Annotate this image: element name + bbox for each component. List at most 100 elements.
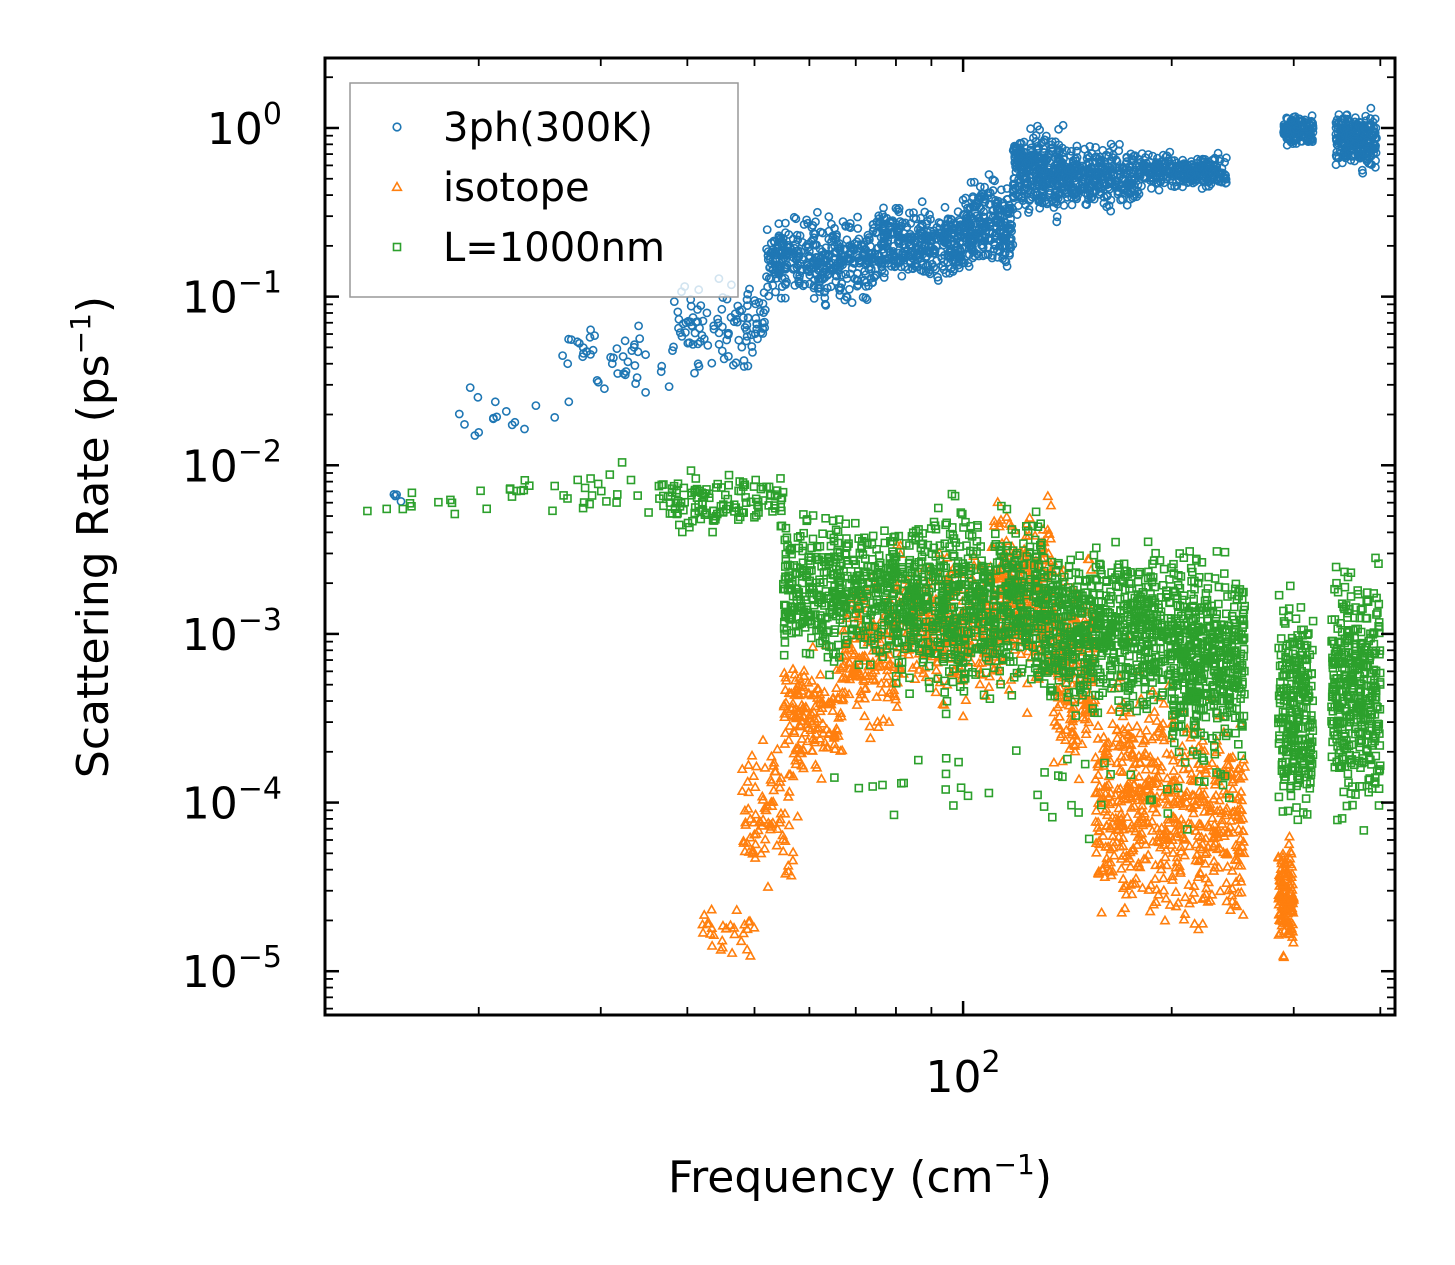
data-point	[774, 269, 784, 279]
data-point	[1126, 888, 1138, 899]
data-point	[860, 275, 869, 285]
data-point	[864, 732, 876, 743]
data-point	[974, 678, 986, 689]
data-point	[907, 235, 916, 245]
data-point	[632, 373, 642, 382]
data-point	[407, 488, 417, 498]
data-point	[814, 668, 826, 679]
data-point	[1146, 815, 1158, 826]
data-point	[737, 342, 747, 352]
data-point	[980, 231, 990, 241]
data-point	[964, 262, 974, 271]
data-point	[791, 214, 801, 224]
data-point	[718, 322, 727, 332]
data-point	[894, 203, 904, 213]
data-point	[1073, 773, 1085, 784]
data-point	[742, 325, 751, 335]
data-points	[363, 103, 1385, 962]
data-point	[755, 847, 767, 858]
data-point	[548, 506, 557, 516]
data-point	[777, 257, 787, 267]
data-point	[550, 412, 560, 422]
data-point	[1052, 217, 1062, 227]
data-point	[784, 720, 796, 730]
data-point	[779, 727, 791, 737]
data-point	[789, 212, 799, 222]
data-point	[613, 369, 623, 378]
data-point	[847, 263, 857, 273]
data-point	[572, 337, 582, 347]
data-point	[777, 282, 787, 291]
data-point	[1052, 212, 1062, 222]
data-point	[819, 287, 829, 297]
data-point	[759, 762, 771, 772]
data-point	[965, 213, 975, 223]
data-point	[1032, 141, 1042, 151]
data-point	[1045, 499, 1057, 510]
data-point	[398, 504, 408, 514]
data-point	[792, 810, 804, 821]
data-point	[977, 189, 987, 199]
data-point	[880, 526, 889, 536]
data-point	[1283, 838, 1295, 849]
data-point	[1111, 723, 1123, 734]
data-point	[1206, 812, 1218, 823]
data-point	[946, 220, 955, 230]
data-point	[943, 257, 953, 267]
data-point	[1157, 872, 1169, 883]
data-point	[762, 244, 771, 254]
data-point	[1122, 721, 1134, 731]
data-point	[983, 242, 993, 252]
data-point	[845, 284, 854, 294]
data-point	[733, 515, 743, 524]
data-point	[970, 251, 979, 261]
data-point	[1160, 892, 1172, 903]
data-point	[686, 466, 696, 475]
data-point	[752, 319, 762, 329]
data-point	[382, 504, 392, 514]
data-point	[631, 379, 640, 388]
data-point	[1154, 185, 1164, 195]
data-point	[1010, 150, 1020, 159]
data-point	[1001, 221, 1011, 231]
data-point	[633, 491, 643, 500]
data-point	[885, 218, 895, 228]
data-point	[690, 368, 699, 378]
data-point	[732, 314, 741, 324]
data-point	[770, 250, 780, 260]
data-point	[748, 347, 757, 357]
data-point	[979, 194, 989, 204]
data-point	[1009, 187, 1018, 197]
data-point	[1022, 183, 1032, 193]
data-point	[769, 236, 779, 246]
data-point	[746, 749, 758, 760]
data-point	[957, 710, 969, 721]
data-point	[465, 383, 475, 392]
data-point	[831, 246, 841, 256]
data-point	[1034, 153, 1043, 163]
data-point	[743, 301, 752, 310]
data-point	[966, 177, 976, 187]
data-point	[674, 323, 683, 333]
data-point	[864, 720, 876, 731]
data-point	[731, 904, 743, 914]
data-point	[996, 220, 1005, 230]
data-point	[1014, 201, 1023, 210]
data-point	[762, 881, 774, 891]
data-point	[763, 282, 772, 292]
data-point	[853, 224, 863, 233]
data-point	[1042, 197, 1052, 207]
data-point	[898, 218, 907, 228]
data-point	[596, 486, 606, 496]
data-point	[1096, 906, 1108, 917]
data-point	[1019, 137, 1029, 147]
data-point	[859, 244, 869, 254]
data-point	[1197, 917, 1209, 928]
data-point	[780, 293, 790, 303]
data-point	[794, 279, 804, 288]
data-point	[845, 241, 854, 251]
data-point	[745, 284, 754, 294]
data-point	[931, 230, 941, 240]
data-point	[1006, 234, 1016, 244]
